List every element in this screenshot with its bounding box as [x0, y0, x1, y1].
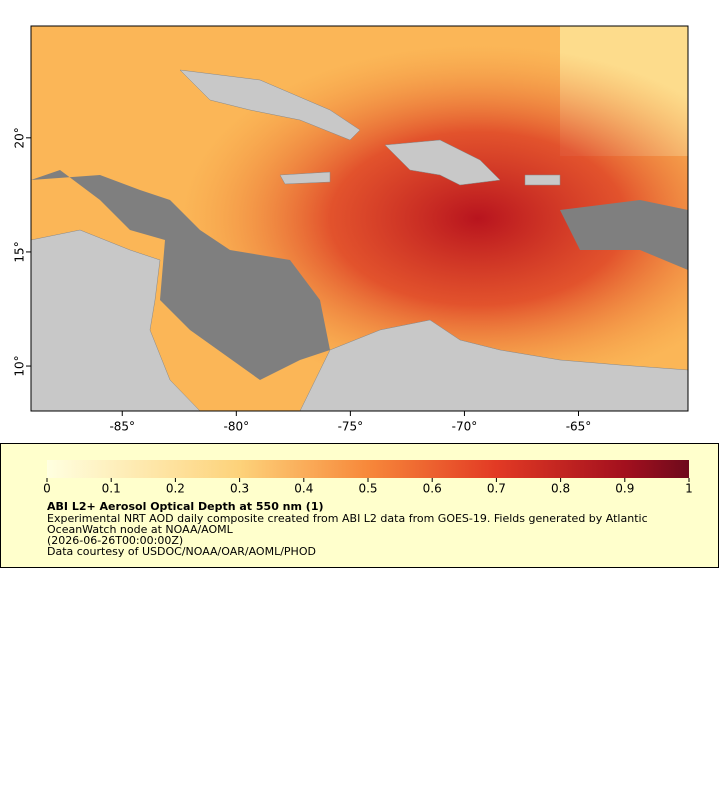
colorbar-tick-label: 0.3: [230, 482, 249, 496]
y-tick-label: 20°: [13, 127, 27, 148]
colorbar-tick-label: 0.9: [615, 482, 634, 496]
colorbar-tick-label: 0.7: [487, 482, 506, 496]
legend-line: Experimental NRT AOD daily composite cre…: [47, 512, 648, 525]
legend-line: Data courtesy of USDOC/NOAA/OAR/AOML/PHO…: [47, 545, 316, 558]
colorbar-tick-label: 0: [43, 482, 51, 496]
legend-title: ABI L2+ Aerosol Optical Depth at 550 nm …: [47, 500, 324, 513]
legend-line: (2026-06-26T00:00:00Z): [47, 534, 183, 547]
y-tick-label: 15°: [13, 241, 27, 262]
colorbar: [47, 460, 689, 478]
colorbar-tick-label: 0.8: [551, 482, 570, 496]
colorbar-tick-label: 0.1: [102, 482, 121, 496]
colorbar-tick-label: 0.6: [423, 482, 442, 496]
map-image: [31, 26, 688, 411]
colorbar-tick-label: 0.4: [294, 482, 313, 496]
legend-line: OceanWatch node at NOAA/AOML: [47, 523, 234, 536]
x-tick-label: -85°: [109, 420, 135, 434]
colorbar-tick-label: 1: [685, 482, 693, 496]
x-tick-label: -75°: [338, 420, 364, 434]
x-tick-label: -65°: [566, 420, 592, 434]
x-tick-label: -70°: [452, 420, 478, 434]
x-tick-label: -80°: [224, 420, 250, 434]
y-tick-label: 10°: [13, 355, 27, 376]
colorbar-tick-label: 0.2: [166, 482, 185, 496]
colorbar-tick-label: 0.5: [358, 482, 377, 496]
map-frame: [30, 25, 689, 412]
